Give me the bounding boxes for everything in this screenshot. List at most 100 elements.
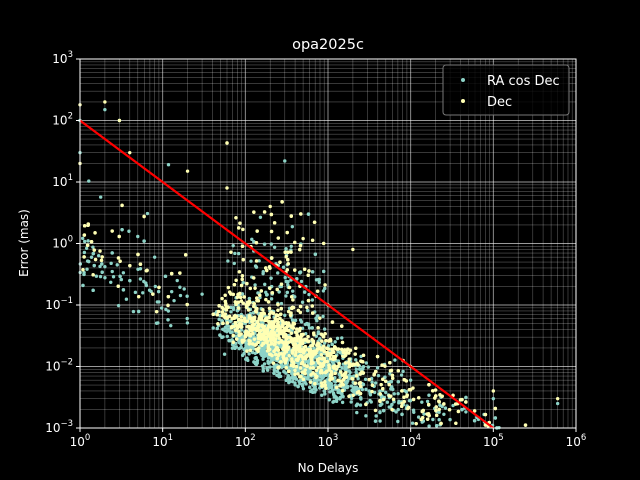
data-point [239,314,243,319]
data-point [354,346,358,350]
data-point [261,327,266,332]
data-point [136,252,140,257]
data-point [264,318,269,322]
data-point [310,304,314,308]
data-point [359,384,363,389]
data-point [391,397,396,402]
data-point [323,286,327,291]
data-point [348,348,353,352]
data-point [400,404,404,409]
data-point [427,413,431,418]
data-point [255,296,259,300]
data-point [472,419,477,423]
data-point [341,378,346,382]
data-point [252,302,256,306]
data-point [217,317,221,322]
data-point [200,292,204,296]
data-point [313,252,318,256]
data-point [133,290,138,295]
data-point [317,277,322,282]
data-point [294,377,299,381]
data-point [447,407,452,412]
data-point [238,291,242,296]
data-point [298,378,303,383]
data-point [288,335,292,340]
data-point [111,275,116,279]
data-point [332,399,336,403]
data-point [252,360,256,364]
data-point [301,377,306,382]
data-point [138,262,143,266]
legend[interactable]: RA cos Dec Dec [442,64,570,116]
data-point [416,415,421,419]
data-point [293,353,298,357]
data-point [366,365,371,369]
data-point [120,227,124,232]
data-point [239,299,244,303]
data-point [120,203,124,208]
data-point [289,214,293,218]
data-point [169,323,173,328]
data-point [328,374,333,378]
data-point [402,399,406,404]
data-point [356,376,360,381]
data-point [301,386,306,391]
data-point [493,416,498,420]
data-point [314,368,319,373]
data-point [157,300,161,304]
data-point [82,255,86,259]
data-point [431,389,435,393]
data-point [261,350,265,355]
data-point [267,347,272,352]
data-point [431,417,435,422]
data-point [335,336,340,341]
data-point [156,289,161,294]
data-point [340,382,344,386]
data-point [308,347,313,352]
data-point [117,234,121,239]
data-point [235,314,239,319]
data-point [255,320,260,325]
data-point [327,385,331,389]
data-point [240,292,245,296]
data-point [232,314,237,319]
data-point [308,366,313,370]
data-point [284,365,288,370]
data-point [328,353,332,358]
data-point [185,169,190,173]
data-point [364,402,368,407]
data-point [378,410,382,415]
data-point [253,286,257,290]
data-point [250,237,254,242]
data-point [225,334,229,339]
data-point [274,345,279,350]
data-point [312,220,317,224]
data-point [254,347,259,352]
data-point [315,314,320,318]
data-point [390,407,394,412]
data-point [225,186,229,190]
data-point [285,268,289,272]
data-point [305,364,309,368]
x-axis-label: No Delays [298,461,359,475]
data-point [399,373,404,377]
data-point [272,342,277,347]
data-point [420,409,424,414]
data-point [302,349,307,353]
data-point [308,351,312,355]
data-point [145,211,150,216]
data-point [289,311,293,315]
data-point [264,335,268,340]
data-point [246,333,251,337]
data-point [372,390,377,395]
data-point [336,347,341,351]
data-point [98,249,102,253]
data-point [117,118,122,123]
data-point [388,360,392,365]
data-point [223,329,227,333]
data-point [269,242,274,246]
data-point [290,357,294,361]
data-point [100,255,104,259]
data-point [284,321,289,325]
data-point [279,282,284,286]
